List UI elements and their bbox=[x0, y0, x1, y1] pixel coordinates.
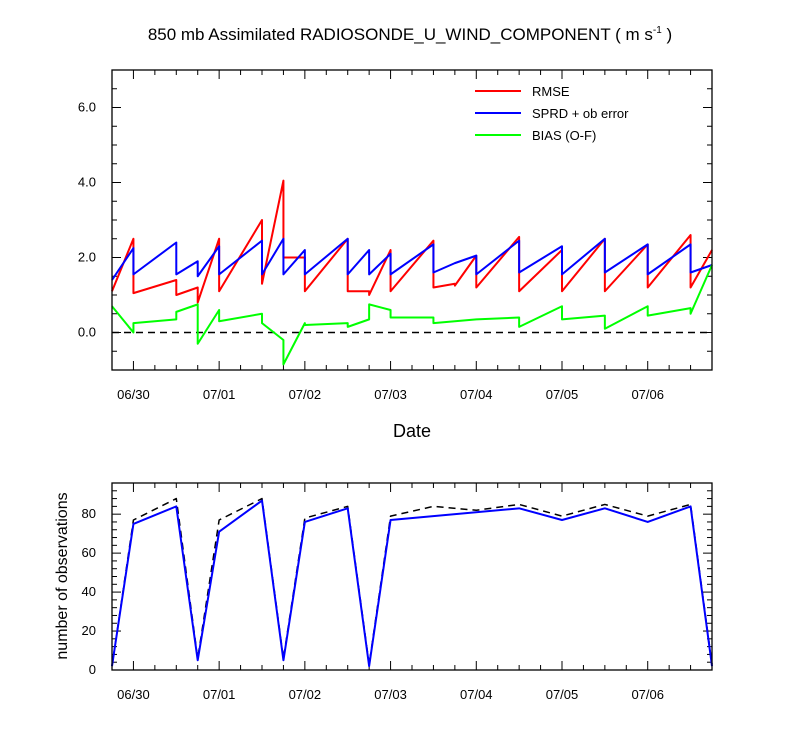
top-y-tick-label: 4.0 bbox=[78, 175, 96, 190]
top-x-tick-label: 07/02 bbox=[289, 387, 322, 402]
legend: RMSE SPRD + ob error BIAS (O-F) bbox=[475, 84, 629, 143]
top-axes: 06/30 07/01 07/02 07/03 07/04 07/05 07/06 0.0 2.… bbox=[78, 69, 713, 402]
bottom-series-used-observations bbox=[111, 499, 713, 668]
top-y-tick-label: 6.0 bbox=[78, 100, 96, 115]
legend-label: BIAS (O-F) bbox=[532, 128, 596, 143]
bottom-series-possible-observations bbox=[111, 497, 713, 667]
bottom-y-tick-label: 80 bbox=[82, 506, 96, 521]
bottom-y-tick-label: 40 bbox=[82, 584, 96, 599]
bottom-x-tick-label: 07/03 bbox=[374, 687, 407, 702]
top-x-tick-label: 07/04 bbox=[460, 387, 493, 402]
top-series bbox=[111, 179, 713, 366]
bottom-y-tick-label: 60 bbox=[82, 545, 96, 560]
bottom-x-tick-label: 07/01 bbox=[203, 687, 236, 702]
bottom-series bbox=[111, 497, 713, 668]
top-x-tick-label: 06/30 bbox=[117, 387, 150, 402]
bottom-x-tick-label: 07/06 bbox=[631, 687, 664, 702]
top-x-tick-label: 07/01 bbox=[203, 387, 236, 402]
top-panel: 850 mb Assimilated RADIOSONDE_U_WIND_COM… bbox=[78, 25, 713, 441]
y-axis-title: number of observations bbox=[54, 492, 71, 659]
top-series-sprd-ob-error bbox=[111, 237, 713, 281]
top-x-tick-label: 07/03 bbox=[374, 387, 407, 402]
bottom-y-tick-label: 0 bbox=[89, 662, 96, 677]
x-axis-title: Date bbox=[393, 421, 431, 441]
bottom-axes: 06/30 07/01 07/02 07/03 07/04 07/05 07/06 0 20 40… bbox=[82, 482, 713, 702]
bottom-x-tick-label: 07/05 bbox=[546, 687, 579, 702]
bottom-x-tick-label: 06/30 bbox=[117, 687, 150, 702]
top-series-bias-o-f bbox=[111, 264, 713, 366]
top-y-tick-label: 2.0 bbox=[78, 250, 96, 265]
top-plot-frame bbox=[111, 69, 713, 371]
bottom-x-tick-label: 07/02 bbox=[289, 687, 322, 702]
legend-label: RMSE bbox=[532, 84, 570, 99]
top-x-tick-label: 07/06 bbox=[631, 387, 664, 402]
bottom-x-tick-label: 07/04 bbox=[460, 687, 493, 702]
top-x-tick-label: 07/05 bbox=[546, 387, 579, 402]
bottom-panel: 06/30 07/01 07/02 07/03 07/04 07/05 07/06 0 20 40… bbox=[54, 482, 713, 702]
chart-title: 850 mb Assimilated RADIOSONDE_U_WIND_COM… bbox=[148, 25, 672, 44]
bottom-y-tick-label: 20 bbox=[82, 623, 96, 638]
bottom-plot-frame bbox=[111, 482, 713, 671]
top-y-tick-label: 0.0 bbox=[78, 325, 96, 340]
top-series-rmse bbox=[111, 179, 713, 304]
legend-label: SPRD + ob error bbox=[532, 106, 629, 121]
